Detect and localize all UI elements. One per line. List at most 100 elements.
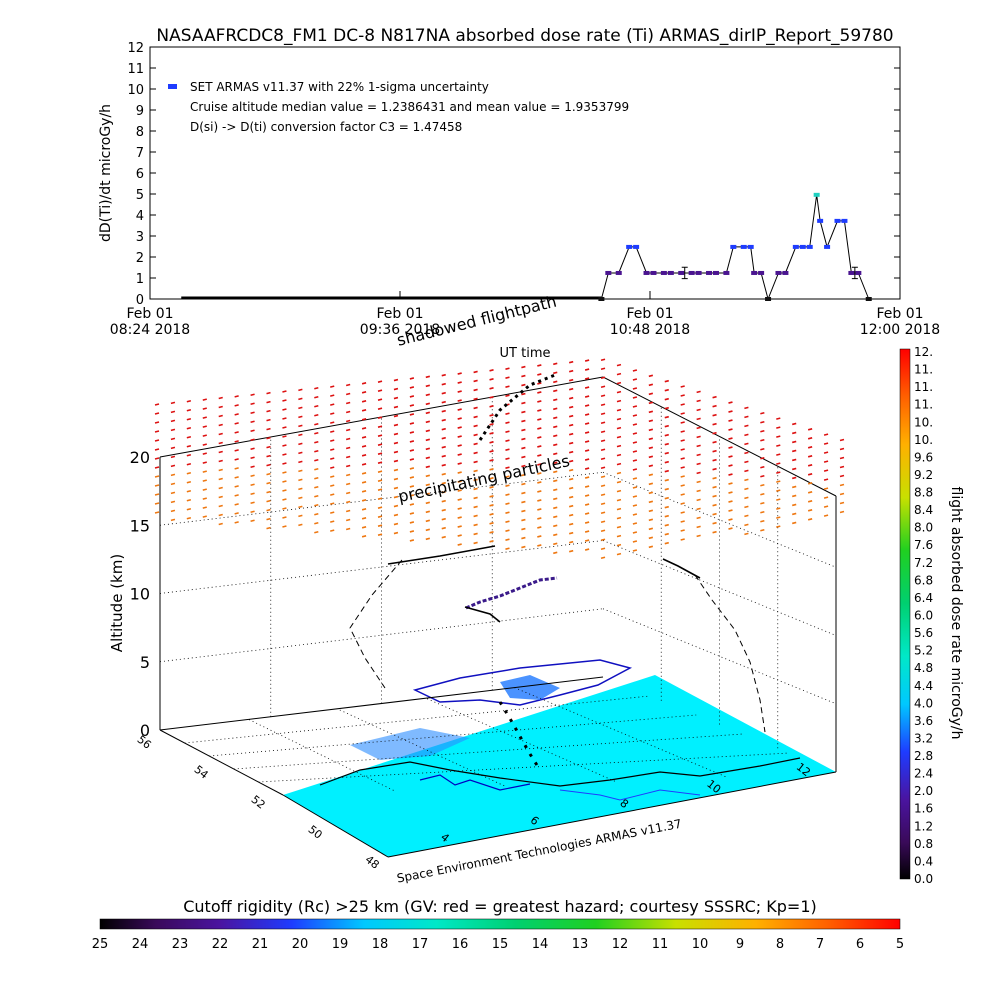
particle-mark	[345, 491, 351, 495]
particle-mark	[712, 449, 717, 453]
particle-mark	[345, 446, 351, 450]
particle-mark	[537, 427, 542, 430]
particle-mark	[792, 521, 797, 525]
particle-mark	[298, 397, 303, 401]
particle-mark	[664, 406, 669, 410]
data-point	[650, 270, 657, 275]
particle-mark	[218, 486, 223, 490]
particle-mark	[839, 501, 845, 505]
particle-mark	[218, 459, 223, 463]
particle-mark	[568, 450, 574, 454]
particle-mark	[250, 402, 255, 406]
particle-mark	[712, 395, 717, 399]
particle-mark	[361, 463, 367, 466]
particle-mark	[441, 472, 446, 476]
particle-mark	[170, 473, 176, 477]
particle-mark	[425, 537, 431, 541]
particle-mark	[266, 436, 271, 440]
particle-mark	[314, 395, 319, 399]
particle-mark	[648, 446, 654, 450]
particle-mark	[680, 493, 685, 496]
particle-mark	[664, 424, 669, 428]
colorbar-tick-label: 12	[612, 937, 629, 952]
particle-mark	[393, 396, 399, 400]
particle-mark	[489, 432, 494, 435]
data-point	[865, 297, 872, 301]
particle-mark	[457, 525, 462, 528]
data-point	[775, 270, 782, 275]
annotation-label: precipitating particles	[396, 451, 571, 506]
particle-mark	[409, 449, 415, 452]
particle-mark	[696, 462, 701, 466]
x-tick-label: Feb 01	[376, 306, 423, 322]
particle-mark	[393, 522, 399, 526]
particle-mark	[600, 484, 606, 488]
particle-mark	[250, 501, 255, 505]
colorbar-tick-label: 2.4	[914, 767, 933, 781]
particle-mark	[648, 410, 654, 414]
particle-mark	[728, 455, 733, 458]
particle-mark	[616, 453, 622, 457]
x-tick-label: Feb 01	[126, 306, 173, 322]
particle-mark	[728, 509, 733, 512]
particle-mark	[680, 403, 685, 406]
particle-mark	[457, 489, 462, 492]
y-tick-label: 8	[136, 125, 144, 140]
particle-mark	[361, 409, 367, 412]
particle-mark	[680, 475, 685, 478]
coastline	[559, 789, 701, 801]
colorbar-tick-label: 9.2	[914, 468, 933, 482]
particle-mark	[314, 485, 319, 489]
particle-mark	[266, 499, 271, 503]
particle-mark	[664, 451, 669, 455]
particle-mark	[298, 496, 303, 500]
particle-mark	[823, 514, 829, 517]
particle-mark	[457, 534, 462, 537]
particle-mark	[553, 542, 558, 546]
particle-mark	[632, 441, 638, 444]
particle-mark	[409, 476, 415, 479]
particle-mark	[409, 413, 415, 416]
legend-marker	[168, 84, 177, 89]
particle-mark	[632, 540, 638, 543]
particle-mark	[537, 391, 542, 394]
particle-mark	[345, 437, 351, 441]
particle-mark	[345, 401, 351, 405]
colorbar-tick-label: 5	[896, 937, 904, 952]
data-point	[633, 244, 640, 249]
x-tick-label: Feb 01	[626, 306, 673, 322]
particle-mark	[648, 536, 654, 540]
colorbar-ticks: 25 24 23 22 21 20 19 18 17 16 15 14 13 12 11 10 9 8 7 6 5	[92, 937, 904, 952]
particle-mark	[489, 459, 494, 462]
particle-mark	[568, 477, 574, 481]
particle-mark	[792, 494, 797, 498]
particle-mark	[505, 412, 510, 415]
colorbar-tick-label: 6.8	[914, 573, 933, 587]
particle-mark	[282, 525, 287, 528]
particle-mark	[712, 503, 717, 507]
particle-mark	[776, 480, 781, 483]
particle-mark	[314, 521, 319, 525]
particle-mark	[696, 498, 701, 502]
particle-mark	[648, 518, 654, 522]
particle-mark	[632, 414, 638, 417]
particle-mark	[393, 459, 399, 463]
x-tick-label: Feb 01	[876, 306, 923, 322]
particle-mark	[441, 517, 446, 521]
particle-mark	[792, 422, 797, 426]
particle-mark	[664, 514, 669, 518]
particle-mark	[298, 424, 303, 428]
particle-mark	[489, 369, 494, 372]
particle-mark	[186, 453, 192, 457]
particle-mark	[154, 502, 160, 505]
particle-mark	[266, 508, 271, 512]
particle-mark	[584, 395, 590, 398]
particle-mark	[266, 472, 271, 476]
colorbar-tick-label: 6.0	[914, 609, 933, 623]
particle-mark	[170, 500, 176, 504]
particle-mark	[760, 501, 765, 505]
particle-mark	[345, 482, 351, 486]
particle-mark	[202, 434, 207, 437]
particle-mark	[776, 462, 781, 465]
